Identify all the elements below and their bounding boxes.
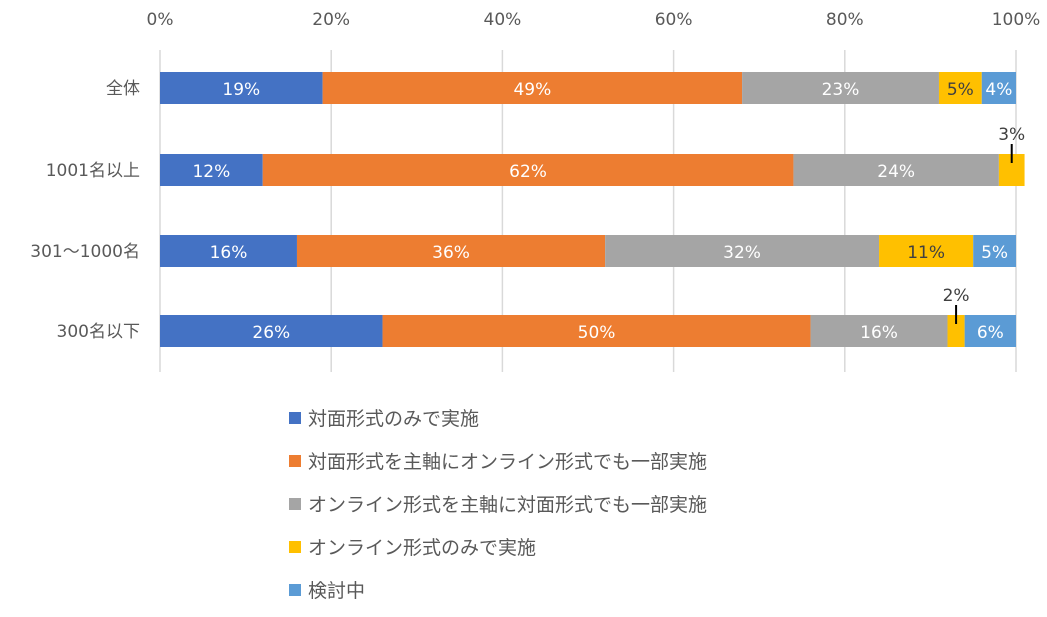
data-label: 16%	[860, 323, 898, 343]
bar-segment	[810, 315, 948, 347]
legend-label: 検討中	[308, 580, 365, 602]
legend-swatch	[289, 498, 301, 510]
legend-swatch	[289, 455, 301, 467]
bar-segment	[938, 72, 982, 104]
x-tick-label: 80%	[826, 10, 864, 30]
legend-label: オンライン形式のみで実施	[308, 537, 536, 559]
bar-segment	[605, 235, 880, 267]
category-label: 全体	[106, 79, 140, 99]
legend-label: オンライン形式を主軸に対面形式でも一部実施	[308, 494, 707, 516]
bar-segment	[947, 315, 965, 347]
bar-segment	[160, 154, 263, 186]
x-tick-label: 100%	[992, 10, 1041, 30]
x-tick-label: 0%	[147, 10, 174, 30]
category-label: 1001名以上	[46, 161, 140, 181]
bar-segment	[322, 72, 743, 104]
legend-label: 対面形式のみで実施	[308, 408, 479, 430]
bar-segment	[160, 72, 323, 104]
data-label: 23%	[822, 80, 860, 100]
data-label: 62%	[509, 162, 547, 182]
bar-segment	[964, 315, 1016, 347]
data-label: 2%	[943, 286, 970, 306]
bar-segment	[879, 235, 974, 267]
x-tick-label: 60%	[655, 10, 693, 30]
bar-segment	[296, 235, 606, 267]
bar-segment	[793, 154, 999, 186]
data-label: 50%	[578, 323, 616, 343]
legend-swatch	[289, 412, 301, 424]
x-tick-label: 20%	[312, 10, 350, 30]
data-label: 16%	[210, 243, 248, 263]
data-label: 19%	[222, 80, 260, 100]
data-label: 6%	[977, 323, 1004, 343]
data-label: 24%	[877, 162, 915, 182]
bar-segment	[742, 72, 939, 104]
x-tick-label: 40%	[484, 10, 522, 30]
data-label: 3%	[998, 125, 1025, 145]
bar-segment	[973, 235, 1016, 267]
data-label: 11%	[907, 243, 945, 263]
data-label: 36%	[432, 243, 470, 263]
legend-label: 対面形式を主軸にオンライン形式でも一部実施	[308, 451, 707, 473]
bar-segment	[981, 72, 1016, 104]
data-label: 5%	[947, 80, 974, 100]
category-label: 300名以下	[57, 322, 140, 342]
bar-segment	[262, 154, 794, 186]
bar-segment	[382, 315, 811, 347]
data-label: 12%	[192, 162, 230, 182]
category-label: 301〜1000名	[30, 242, 140, 262]
data-label: 5%	[981, 243, 1008, 263]
data-label: 32%	[723, 243, 761, 263]
legend-swatch	[289, 584, 301, 596]
legend-swatch	[289, 541, 301, 553]
data-label: 26%	[252, 323, 290, 343]
data-label: 49%	[513, 80, 551, 100]
data-label: 4%	[985, 80, 1012, 100]
bar-segment	[160, 315, 383, 347]
bar-segment	[160, 235, 297, 267]
